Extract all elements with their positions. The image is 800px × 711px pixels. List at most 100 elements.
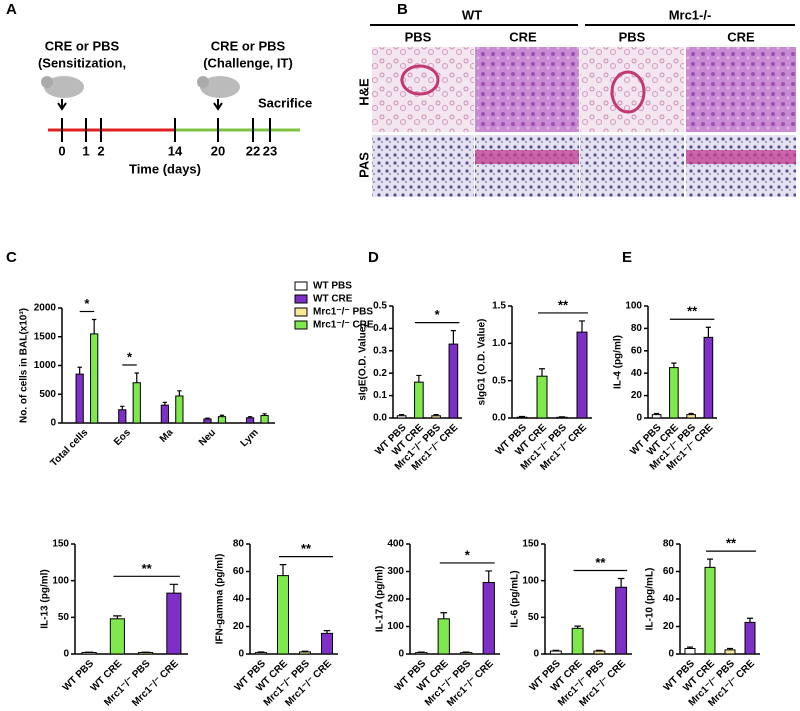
axis-label: Time (days): [129, 161, 201, 176]
y-tick-label: 0: [533, 649, 539, 660]
y-tick-label: 0.1: [373, 390, 387, 401]
significance-label: **: [726, 536, 737, 551]
y-tick-label: 100: [522, 575, 539, 586]
micrograph: [580, 47, 684, 132]
bar: [438, 619, 449, 654]
y-axis-label: No. of cells in BAL(x10³): [19, 308, 30, 423]
y-tick-label: 50: [58, 612, 70, 623]
panel-label: A: [6, 1, 17, 18]
bar: [133, 383, 140, 423]
day-label: 0: [58, 143, 65, 158]
significance-label: **: [301, 541, 312, 556]
y-tick-label: 150: [522, 539, 539, 550]
y-tick-label: 1500: [34, 331, 57, 342]
x-tick-label: Neu: [197, 427, 218, 448]
bar: [725, 650, 735, 654]
y-tick-label: 100: [387, 621, 404, 632]
y-tick-label: 0: [636, 413, 642, 424]
significance-label: *: [127, 349, 133, 364]
legend-label: WT PBS: [313, 281, 352, 292]
y-tick-label: 100: [52, 575, 69, 586]
treatment-label: CRE: [727, 29, 755, 44]
event-label: Sacrifice: [258, 95, 312, 110]
error-bar: [418, 652, 425, 653]
bar: [218, 417, 225, 423]
y-tick-label: 0.2: [373, 368, 387, 379]
day-label: 22: [246, 143, 260, 158]
mouse-icon: [197, 76, 209, 88]
bar: [167, 593, 181, 654]
bar: [652, 415, 661, 418]
legend-swatch: [295, 295, 307, 303]
y-tick-label: 0: [668, 649, 674, 660]
bar: [687, 415, 696, 418]
event-label: CRE or PBS: [211, 38, 286, 53]
y-tick-label: 2000: [34, 303, 57, 314]
bar: [517, 417, 527, 418]
event-label: CRE or PBS: [45, 38, 120, 53]
mucus: [686, 150, 796, 164]
treatment-label: CRE: [509, 29, 537, 44]
bar: [397, 416, 406, 418]
arrow: [58, 99, 66, 109]
y-tick-label: 40: [663, 594, 675, 605]
error-bar: [618, 578, 625, 587]
day-label: 23: [263, 143, 277, 158]
y-axis-label: sIgG1 (O.D. Value): [477, 319, 488, 406]
legend-label: Mrc1⁻/⁻ PBS: [313, 307, 373, 318]
y-axis-label: IFN-gamma (pg/ml): [215, 554, 226, 645]
bar: [461, 653, 472, 654]
y-tick-label: 500: [39, 389, 56, 400]
y-tick-label: 0.0: [492, 413, 506, 424]
bar: [91, 334, 98, 423]
micrograph: [372, 47, 474, 132]
error-bar: [707, 559, 713, 567]
bar: [246, 418, 253, 423]
bar: [119, 410, 126, 423]
bar: [300, 652, 311, 654]
significance-label: *: [84, 296, 90, 311]
bar: [176, 396, 183, 423]
y-tick-label: 60: [631, 345, 643, 356]
y-tick-label: 80: [233, 539, 245, 550]
bar: [572, 628, 583, 654]
legend-label: WT CRE: [313, 294, 353, 305]
micrograph: [686, 47, 796, 132]
bar: [278, 576, 289, 654]
y-tick-label: 0.0: [373, 413, 387, 424]
significance-label: **: [558, 297, 569, 312]
micrograph: [686, 135, 796, 197]
bar: [415, 382, 424, 418]
y-tick-label: 1.0: [492, 338, 506, 349]
bar: [705, 567, 715, 654]
y-tick-label: 20: [233, 621, 245, 632]
bar: [204, 419, 211, 423]
bar: [161, 405, 168, 423]
y-tick-label: 300: [387, 566, 404, 577]
treatment-label: PBS: [405, 29, 432, 44]
micrograph: [475, 47, 579, 132]
y-tick-label: 0.3: [373, 345, 387, 356]
event-label: (Challenge, IT): [203, 55, 293, 70]
bar: [416, 653, 427, 654]
bar: [670, 368, 679, 418]
bar: [261, 416, 268, 423]
panel-label: D: [368, 249, 379, 266]
error-bar: [485, 571, 492, 583]
micrograph: [475, 135, 579, 197]
error-bar: [92, 320, 96, 334]
y-tick-label: 20: [631, 390, 643, 401]
legend-swatch: [295, 321, 307, 329]
y-axis-label: IL-4 (pg/ml): [613, 335, 624, 389]
bar: [594, 651, 605, 654]
error-bar: [747, 618, 753, 622]
significance-label: **: [595, 555, 606, 570]
y-tick-label: 1.5: [492, 301, 506, 312]
y-tick-label: 0: [238, 649, 244, 660]
legend-swatch: [295, 282, 307, 290]
error-bar: [451, 331, 456, 344]
y-tick-label: 80: [631, 323, 643, 334]
significance-label: *: [465, 547, 471, 562]
y-tick-label: 0.5: [492, 375, 506, 386]
